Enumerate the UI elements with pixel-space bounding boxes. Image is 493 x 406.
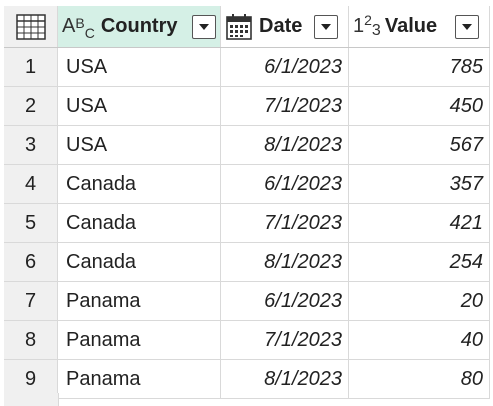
cell-country[interactable]: Panama (58, 321, 221, 359)
table-row[interactable]: 5 Canada 7/1/2023 421 (4, 204, 490, 243)
cell-country[interactable]: Canada (58, 204, 221, 242)
table-row[interactable]: 4 Canada 6/1/2023 357 (4, 165, 490, 204)
chevron-down-icon (320, 23, 332, 31)
table-row[interactable]: 8 Panama 7/1/2023 40 (4, 321, 490, 360)
row-number[interactable]: 1 (4, 48, 58, 86)
data-grid: A BC Country (4, 6, 490, 406)
column-header-country[interactable]: A BC Country (58, 6, 221, 47)
column-header-date[interactable]: Date (221, 6, 349, 47)
row-number[interactable]: 5 (4, 204, 58, 242)
table-row[interactable]: 6 Canada 8/1/2023 254 (4, 243, 490, 282)
row-number[interactable]: 3 (4, 126, 58, 164)
cell-value[interactable]: 421 (349, 204, 490, 242)
table-menu-button[interactable] (4, 6, 58, 47)
cell-value[interactable]: 450 (349, 87, 490, 125)
row-number[interactable]: 7 (4, 282, 58, 320)
calendar-date-icon[interactable] (225, 13, 253, 41)
column-header-label: Value (385, 15, 455, 38)
cell-country[interactable]: USA (58, 126, 221, 164)
cell-date[interactable]: 8/1/2023 (221, 126, 349, 164)
filter-dropdown-button[interactable] (192, 15, 216, 39)
column-header-label: Country (101, 15, 192, 38)
table-row[interactable]: 2 USA 7/1/2023 450 (4, 87, 490, 126)
filter-dropdown-button[interactable] (455, 15, 479, 39)
cell-value[interactable]: 254 (349, 243, 490, 281)
cell-value[interactable]: 20 (349, 282, 490, 320)
table-row[interactable]: 7 Panama 6/1/2023 20 (4, 282, 490, 321)
cell-country[interactable]: Panama (58, 360, 221, 398)
cell-date[interactable]: 7/1/2023 (221, 87, 349, 125)
table-row[interactable]: 3 USA 8/1/2023 567 (4, 126, 490, 165)
cell-country[interactable]: Canada (58, 165, 221, 203)
cell-value[interactable]: 357 (349, 165, 490, 203)
filter-dropdown-button[interactable] (314, 15, 338, 39)
cell-date[interactable]: 7/1/2023 (221, 204, 349, 242)
cell-country[interactable]: Canada (58, 243, 221, 281)
chevron-down-icon (461, 23, 473, 31)
cell-date[interactable]: 6/1/2023 (221, 282, 349, 320)
row-number[interactable]: 4 (4, 165, 58, 203)
table-icon (16, 14, 46, 40)
cell-country[interactable]: Panama (58, 282, 221, 320)
header-row: A BC Country (4, 6, 490, 48)
cell-date[interactable]: 6/1/2023 (221, 165, 349, 203)
column-header-label: Date (259, 15, 314, 38)
table-row[interactable]: 1 USA 6/1/2023 785 (4, 48, 490, 87)
cell-value[interactable]: 785 (349, 48, 490, 86)
cell-value[interactable]: 567 (349, 126, 490, 164)
cell-country[interactable]: USA (58, 87, 221, 125)
cell-date[interactable]: 6/1/2023 (221, 48, 349, 86)
table-row[interactable]: 9 Panama 8/1/2023 80 (4, 360, 490, 399)
cell-value[interactable]: 80 (349, 360, 490, 398)
cell-date[interactable]: 8/1/2023 (221, 243, 349, 281)
cell-country[interactable]: USA (58, 48, 221, 86)
cell-date[interactable]: 8/1/2023 (221, 360, 349, 398)
cell-date[interactable]: 7/1/2023 (221, 321, 349, 359)
text-type-icon[interactable]: A BC (62, 15, 95, 38)
chevron-down-icon (198, 23, 210, 31)
row-number[interactable]: 8 (4, 321, 58, 359)
row-number[interactable]: 2 (4, 87, 58, 125)
row-number[interactable]: 6 (4, 243, 58, 281)
row-number-column-extension (4, 393, 59, 406)
cell-value[interactable]: 40 (349, 321, 490, 359)
